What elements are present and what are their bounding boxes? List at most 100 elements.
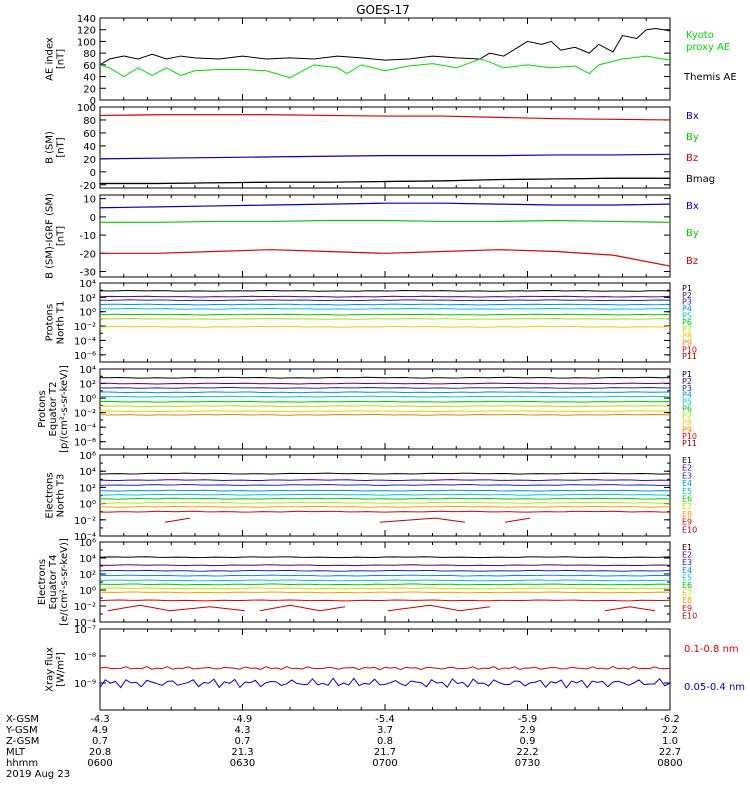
xray-legend-1: 0.05-0.4 nm bbox=[684, 682, 745, 693]
ytick-eequ-0: 10⁻⁴ bbox=[74, 618, 96, 629]
pequ-channel-4 bbox=[99, 395, 671, 398]
ylabel-eequ-1: Equator T4 bbox=[48, 555, 59, 610]
ytick-pnorth-1: 10⁻⁴ bbox=[74, 336, 96, 347]
ytick-bigrf-1: -20 bbox=[80, 249, 96, 260]
eequ-channel-2 bbox=[99, 569, 671, 572]
footer-cell-3-3: 22.2 bbox=[516, 747, 538, 758]
enorth-channel-5 bbox=[99, 497, 671, 500]
ytick-eequ-2: 10⁰ bbox=[79, 586, 96, 597]
bigrf-series-1 bbox=[100, 219, 671, 223]
enorth-sparse-0 bbox=[164, 517, 191, 523]
footer-row-label-5: 2019 Aug 23 bbox=[6, 769, 70, 780]
enorth-sparse-2 bbox=[504, 517, 531, 523]
ylabel-enorth-0: Electrons bbox=[45, 472, 56, 518]
ylabel-pnorth-0: Protons bbox=[45, 304, 56, 341]
ytick-bsm-1: 0 bbox=[90, 168, 96, 179]
enorth-sparse-1 bbox=[379, 517, 466, 523]
bsm-series-1 bbox=[99, 153, 671, 160]
eequ-channel-0 bbox=[99, 556, 671, 559]
enorth-label-5: E6 bbox=[682, 495, 692, 504]
ytick-pequ-1: 10⁻⁴ bbox=[74, 423, 96, 434]
ytick-eequ-1: 10⁻² bbox=[74, 602, 96, 613]
ytick-eequ-4: 10⁴ bbox=[79, 554, 96, 565]
ytick-pnorth-0: 10⁻⁶ bbox=[74, 351, 96, 362]
footer-cell-2-4: 0700 bbox=[372, 758, 397, 769]
footer-row-label-0: X-GSM bbox=[6, 714, 39, 725]
pequ-label-2: P3 bbox=[682, 384, 692, 393]
ytick-bsm-0: -20 bbox=[80, 181, 96, 192]
pnorth-channel-3 bbox=[99, 303, 671, 306]
ylabel-bsm-1: [nT] bbox=[56, 137, 67, 157]
footer-cell-3-4: 0730 bbox=[515, 758, 540, 769]
ylabel-pequ-0: Protons bbox=[37, 390, 48, 427]
eequ-sparse-3 bbox=[604, 606, 656, 612]
bsm-legend-2: Bz bbox=[686, 153, 698, 164]
eequ-sparse-2 bbox=[387, 604, 491, 612]
ylabel-ae-1: [nT] bbox=[56, 49, 67, 69]
eequ-channel-6 bbox=[99, 587, 671, 590]
pnorth-channel-4 bbox=[99, 307, 671, 310]
ytick-xray-0: 10⁻⁹ bbox=[74, 679, 96, 690]
bsm-legend-0: Bx bbox=[686, 111, 699, 122]
eequ-label-2: E3 bbox=[682, 558, 692, 567]
footer-cell-3-2: 0.9 bbox=[520, 736, 536, 747]
ytick-pnorth-2: 10⁻² bbox=[74, 322, 96, 333]
ytick-enorth-2: 10⁰ bbox=[79, 500, 96, 511]
ylabel-pequ-1: Equator T2 bbox=[48, 382, 59, 437]
eequ-channel-3 bbox=[99, 574, 671, 577]
ytick-ae-7: 140 bbox=[77, 14, 96, 25]
enorth-channel-0 bbox=[99, 472, 671, 475]
ylabel-pequ-2: [p/(cm²-s-sr-keV)] bbox=[59, 365, 70, 453]
ytick-enorth-3: 10² bbox=[79, 483, 96, 494]
enorth-label-7: E8 bbox=[682, 510, 692, 519]
footer-cell-2-2: 0.8 bbox=[377, 736, 393, 747]
ytick-bsm-5: 80 bbox=[83, 116, 96, 127]
eequ-label-8: E9 bbox=[682, 604, 692, 613]
enorth-channel-4 bbox=[99, 493, 671, 496]
ytick-ae-6: 120 bbox=[77, 26, 96, 37]
ytick-ae-2: 40 bbox=[83, 73, 96, 84]
enorth-label-1: E2 bbox=[682, 464, 692, 473]
ytick-pequ-4: 10² bbox=[79, 380, 96, 391]
ytick-ae-3: 60 bbox=[83, 61, 96, 72]
footer-cell-1-2: 0.7 bbox=[235, 736, 251, 747]
footer-row-label-1: Y-GSM bbox=[5, 725, 38, 736]
bsm-legend-3: Bmag bbox=[686, 174, 715, 185]
bigrf-series-2 bbox=[100, 249, 671, 267]
eequ-channel-7 bbox=[99, 591, 671, 594]
footer-cell-1-1: 4.3 bbox=[235, 725, 251, 736]
enorth-channel-1 bbox=[99, 479, 671, 482]
pequ-label-1: P2 bbox=[682, 377, 692, 386]
pnorth-label-8: P9 bbox=[682, 339, 692, 348]
eequ-label-4: E5 bbox=[682, 573, 692, 582]
pequ-label-5: P6 bbox=[682, 405, 692, 414]
pequ-label-8: P9 bbox=[682, 425, 692, 434]
enorth-label-4: E5 bbox=[682, 487, 692, 496]
pnorth-channel-7 bbox=[99, 325, 671, 328]
pnorth-label-6: P7 bbox=[682, 325, 692, 334]
eequ-label-3: E4 bbox=[682, 566, 692, 575]
enorth-label-8: E9 bbox=[682, 518, 692, 527]
footer-cell-3-1: 2.9 bbox=[520, 725, 536, 736]
eequ-label-1: E2 bbox=[682, 551, 692, 560]
footer-cell-0-1: 4.9 bbox=[92, 725, 108, 736]
bsm-series-0 bbox=[99, 114, 671, 121]
pequ-channel-3 bbox=[99, 391, 671, 394]
footer-cell-2-3: 21.7 bbox=[374, 747, 396, 758]
panel-frame-ae bbox=[99, 17, 671, 101]
ytick-pequ-0: 10⁻⁶ bbox=[74, 438, 96, 449]
pequ-label-4: P5 bbox=[682, 398, 692, 407]
ae-legend-2: Themis AE bbox=[683, 72, 737, 83]
eequ-sparse-1 bbox=[259, 604, 346, 612]
ytick-enorth-4: 10⁴ bbox=[79, 467, 96, 478]
eequ-channel-8 bbox=[99, 599, 671, 602]
ytick-ae-0: 0 bbox=[90, 96, 96, 107]
xray-legend-0: 0.1-0.8 nm bbox=[684, 644, 739, 655]
ylabel-enorth-1: North T3 bbox=[56, 474, 67, 518]
pnorth-label-2: P3 bbox=[682, 298, 692, 307]
bigrf-legend-1: By bbox=[686, 228, 699, 239]
footer-cell-0-2: 0.7 bbox=[92, 736, 108, 747]
ytick-eequ-3: 10² bbox=[79, 570, 96, 581]
enorth-label-3: E4 bbox=[682, 479, 692, 488]
footer-cell-4-0: -6.2 bbox=[660, 714, 680, 725]
